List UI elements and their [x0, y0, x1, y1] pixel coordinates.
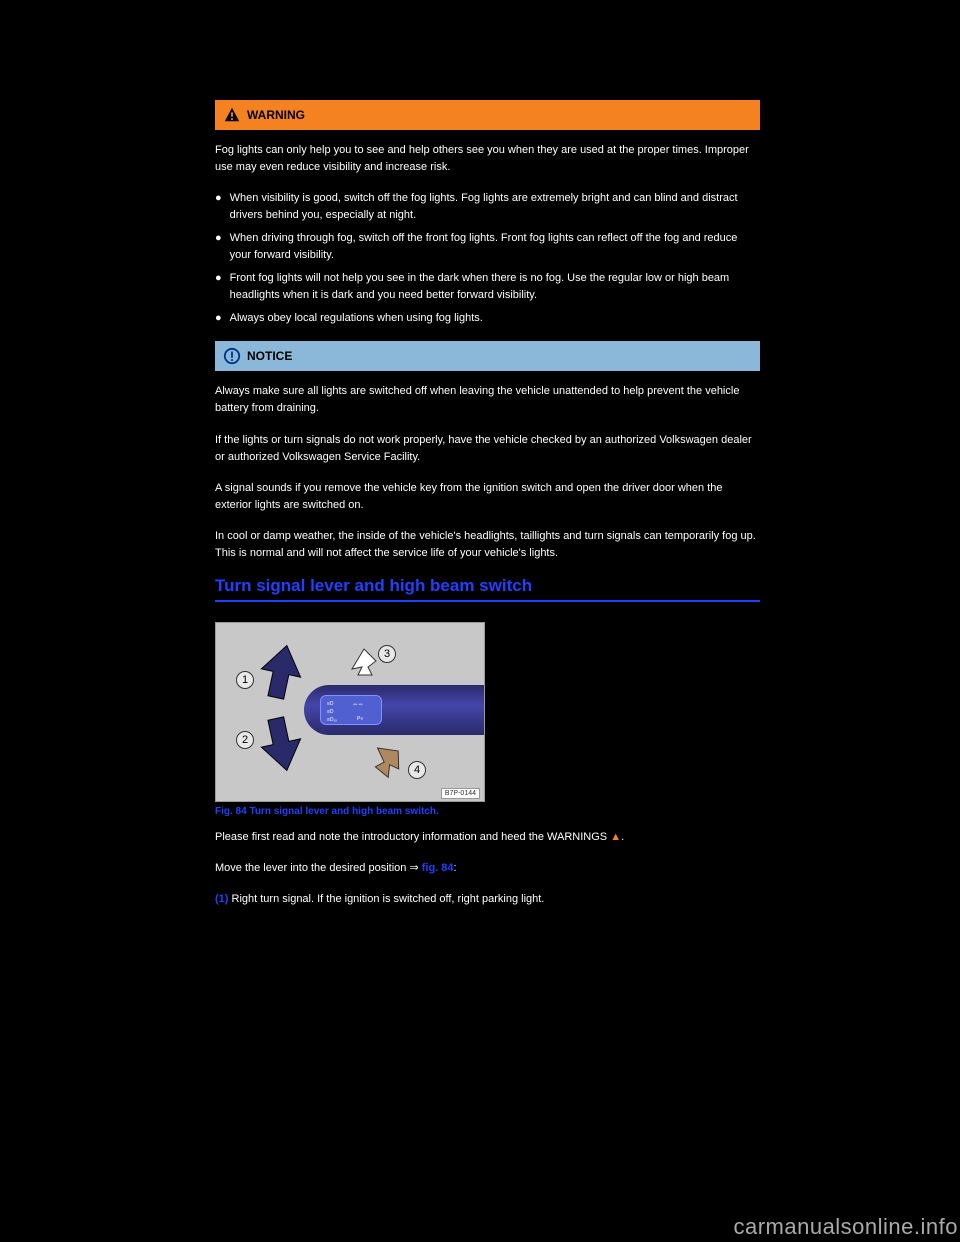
warning-triangle-inline-icon: ▲	[610, 831, 621, 843]
move-lever-line: Move the lever into the desired position…	[215, 860, 760, 877]
section-heading: Turn signal lever and high beam switch	[215, 576, 760, 602]
callout-3: 3	[378, 645, 396, 663]
warning-bullet-4: Always obey local regulations when using…	[230, 310, 483, 327]
bullet-icon: ●	[215, 190, 222, 224]
figure-caption: Fig. 84 Turn signal lever and high beam …	[215, 806, 760, 817]
warning-bullet-2: When driving through fog, switch off the…	[230, 230, 760, 264]
page-content: WARNING Fog lights can only help you to …	[0, 0, 960, 908]
figure-container: ≡D ≡D ≡D₁ₓ ⇦ ⇨ P«	[215, 622, 760, 817]
svg-text:P«: P«	[357, 716, 363, 722]
move-lever-tail: :	[454, 862, 457, 874]
figure-image: ≡D ≡D ≡D₁ₓ ⇦ ⇨ P«	[215, 622, 485, 802]
notice-note-1: If the lights or turn signals do not wor…	[215, 432, 760, 466]
notice-box: NOTICE	[215, 341, 760, 371]
warning-paragraph: Fog lights can only help you to see and …	[215, 142, 760, 176]
callout-1: 1	[236, 671, 254, 689]
bullet-icon: ●	[215, 270, 222, 304]
item-number: (1)	[215, 893, 228, 905]
warning-box: WARNING	[215, 100, 760, 130]
notice-paragraph: Always make sure all lights are switched…	[215, 383, 760, 417]
warning-triangle-icon	[223, 106, 241, 124]
callout-2: 2	[236, 731, 254, 749]
read-first-tail: .	[621, 831, 624, 843]
watermark: carmanualsonline.info	[733, 1214, 958, 1240]
svg-text:≡D: ≡D	[327, 709, 334, 715]
arrow-away-icon	[344, 641, 384, 681]
notice-label: NOTICE	[247, 349, 292, 363]
move-lever-text: Move the lever into the desired position…	[215, 862, 422, 874]
svg-text:⇦ ⇨: ⇦ ⇨	[353, 702, 363, 708]
svg-text:≡D: ≡D	[327, 701, 334, 707]
figure-tag: B7P-0144	[441, 788, 480, 799]
lever-stalk: ≡D ≡D ≡D₁ₓ ⇦ ⇨ P«	[304, 685, 484, 735]
bullet-icon: ●	[215, 230, 222, 264]
svg-text:≡D₁ₓ: ≡D₁ₓ	[327, 717, 337, 723]
warning-bullet-1: When visibility is good, switch off the …	[230, 190, 760, 224]
arrow-toward-icon	[366, 743, 406, 783]
warning-bullet-3: Front fog lights will not help you see i…	[230, 270, 760, 304]
figure-ref: fig. 84	[422, 862, 454, 874]
read-first-line: Please first read and note the introduct…	[215, 829, 760, 846]
notice-note-2: A signal sounds if you remove the vehicl…	[215, 480, 760, 514]
callout-4: 4	[408, 761, 426, 779]
read-first-text: Please first read and note the introduct…	[215, 831, 610, 843]
lever-display: ≡D ≡D ≡D₁ₓ ⇦ ⇨ P«	[320, 695, 382, 725]
notice-note-3: In cool or damp weather, the inside of t…	[215, 528, 760, 562]
arrow-down-icon	[251, 713, 311, 773]
warning-label: WARNING	[247, 108, 305, 122]
bullet-icon: ●	[215, 310, 222, 327]
item-line: (1) Right turn signal. If the ignition i…	[215, 891, 760, 908]
item-text: Right turn signal. If the ignition is sw…	[228, 893, 544, 905]
notice-circle-icon	[223, 347, 241, 365]
warning-bullets: ●When visibility is good, switch off the…	[215, 190, 760, 327]
arrow-up-icon	[251, 643, 311, 703]
